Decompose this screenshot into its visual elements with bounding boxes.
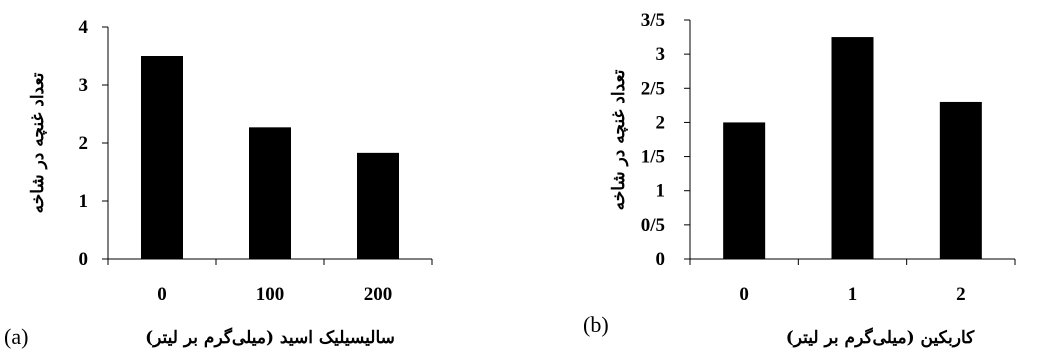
y-tick-label: 1 bbox=[79, 191, 89, 212]
y-tick-label: 0 bbox=[656, 249, 666, 270]
panel-label: (b) bbox=[583, 312, 609, 337]
x-tick-label: 1 bbox=[848, 284, 858, 305]
y-tick-label: 3/5 bbox=[641, 10, 665, 31]
x-axis-label: کاربکین (میلی‌گرم بر لیتر) bbox=[786, 327, 975, 348]
y-tick-label: 2 bbox=[656, 112, 666, 133]
x-tick-label: 100 bbox=[256, 284, 285, 305]
chart-panel-a: تعداد غنچه در شاخه سالیسیلیک اسید (میلی‌… bbox=[4, 17, 433, 349]
x-tick-label: 0 bbox=[157, 284, 167, 305]
y-axis-label: تعداد غنچه در شاخه bbox=[28, 72, 48, 213]
y-tick-label: 2/5 bbox=[641, 78, 665, 99]
y-tick-label: 2 bbox=[79, 133, 89, 154]
bar bbox=[357, 152, 399, 259]
y-tick-label: 3 bbox=[656, 44, 666, 65]
y-tick-label: 0 bbox=[79, 249, 89, 270]
x-tick-label: 200 bbox=[364, 284, 393, 305]
y-tick-label: 0/5 bbox=[641, 215, 665, 236]
bar bbox=[249, 127, 291, 259]
x-tick-label: 2 bbox=[956, 284, 966, 305]
y-tick-label: 3 bbox=[79, 75, 89, 96]
bar bbox=[723, 122, 766, 259]
x-tick-label: 0 bbox=[739, 284, 749, 305]
bar bbox=[831, 37, 874, 260]
y-axis-label: تعداد غنچه در شاخه bbox=[609, 69, 629, 210]
panel-label: (a) bbox=[4, 324, 28, 349]
y-tick-label: 1/5 bbox=[641, 147, 665, 168]
y-tick-label: 1 bbox=[656, 181, 666, 202]
x-axis-label: سالیسیلیک اسید (میلی‌گرم بر لیتر) bbox=[145, 327, 395, 348]
chart-panel-b: تعداد غنچه در شاخه کاربکین (میلی‌گرم بر … bbox=[583, 10, 1016, 348]
y-tick-label: 4 bbox=[79, 17, 89, 38]
bar bbox=[939, 101, 982, 259]
bar bbox=[141, 56, 183, 259]
